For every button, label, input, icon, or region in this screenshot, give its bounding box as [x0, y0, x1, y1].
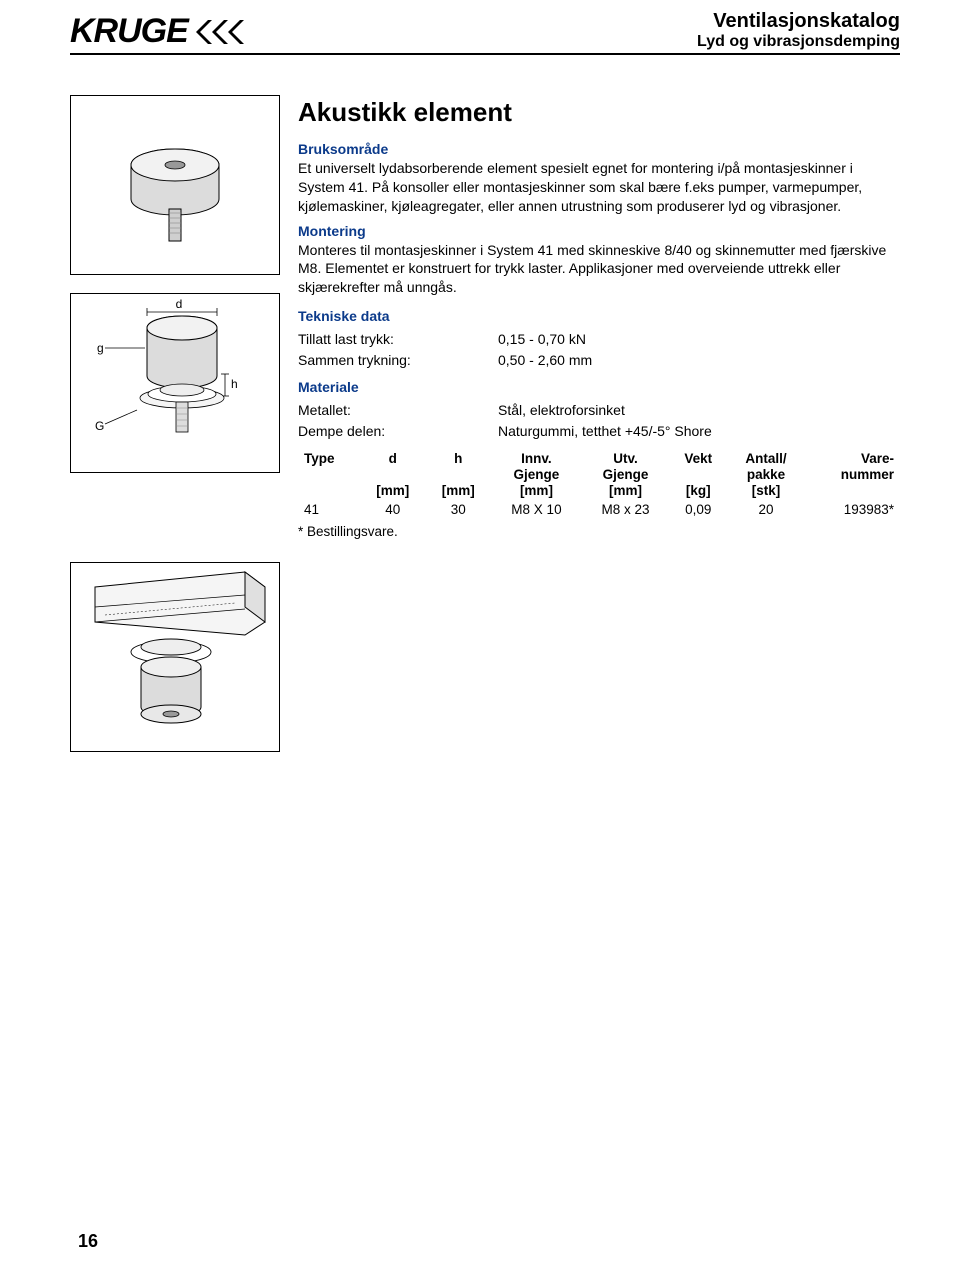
page-header: KRUGE Ventilasjonskatalog Lyd og vibrasj…: [0, 0, 960, 53]
logo-chevrons-icon: [194, 18, 250, 46]
th-h: h: [426, 451, 492, 483]
content-row: d g h G: [0, 55, 960, 542]
unit-d: [mm]: [360, 483, 426, 499]
unit-antall: [stk]: [727, 483, 805, 499]
product-title: Akustikk element: [298, 95, 900, 130]
th-vare: Vare- nummer: [805, 451, 900, 483]
table-footnote: * Bestillingsvare.: [298, 523, 900, 541]
dim-g-label: g: [97, 341, 104, 355]
dim-h-label: h: [231, 377, 238, 391]
th-innv: Innv. Gjenge: [491, 451, 582, 483]
page-number: 16: [78, 1231, 98, 1252]
montering-heading: Montering: [298, 222, 900, 241]
product-dimension-drawing: d g h G: [70, 293, 280, 473]
tekniske-data-heading: Tekniske data: [298, 307, 900, 326]
cell-vekt: 0,09: [669, 499, 727, 521]
th-utv: Utv. Gjenge: [582, 451, 669, 483]
product-illustration-top: [70, 95, 280, 275]
dim-G-label: G: [95, 419, 104, 433]
metallet-value: Stål, elektroforsinket: [498, 401, 900, 420]
dempe-value: Naturgummi, tetthet +45/-5° Shore: [498, 422, 900, 441]
product-illustration-rail: [70, 562, 280, 752]
tillatt-label: Tillatt last trykk:: [298, 330, 498, 349]
catalog-subtitle: Lyd og vibrasjonsdemping: [697, 33, 900, 51]
tillatt-value: 0,15 - 0,70 kN: [498, 330, 900, 349]
sammen-label: Sammen trykning:: [298, 351, 498, 370]
table-row: 41 40 30 M8 X 10 M8 x 23 0,09 20 193983*: [298, 499, 900, 521]
unit-innv: [mm]: [491, 483, 582, 499]
metallet-label: Metallet:: [298, 401, 498, 420]
sammen-value: 0,50 - 2,60 mm: [498, 351, 900, 370]
spec-grid-load: Tillatt last trykk: 0,15 - 0,70 kN Samme…: [298, 330, 900, 370]
cell-utv: M8 x 23: [582, 499, 669, 521]
left-column: d g h G: [70, 95, 280, 542]
cell-type: 41: [298, 499, 360, 521]
montering-text: Monteres til montasjeskinner i System 41…: [298, 241, 900, 298]
cell-vare: 193983*: [805, 499, 900, 521]
th-vekt: Vekt: [669, 451, 727, 483]
bruksomrade-heading: Bruksområde: [298, 140, 900, 159]
catalog-title: Ventilasjonskatalog: [697, 10, 900, 33]
cell-innv: M8 X 10: [491, 499, 582, 521]
unit-vekt: [kg]: [669, 483, 727, 499]
right-column: Akustikk element Bruksområde Et universe…: [298, 95, 900, 542]
table-units-row: [mm] [mm] [mm] [mm] [kg] [stk]: [298, 483, 900, 499]
spec-grid-material: Metallet: Stål, elektroforsinket Dempe d…: [298, 401, 900, 441]
th-type: Type: [298, 451, 360, 483]
unit-h: [mm]: [426, 483, 492, 499]
unit-utv: [mm]: [582, 483, 669, 499]
cell-antall: 20: [727, 499, 805, 521]
th-d: d: [360, 451, 426, 483]
header-right: Ventilasjonskatalog Lyd og vibrasjonsdem…: [697, 10, 900, 51]
table-header-row: Type d h Innv. Gjenge Utv. Gjenge Vekt A…: [298, 451, 900, 483]
cell-h: 30: [426, 499, 492, 521]
cell-d: 40: [360, 499, 426, 521]
dempe-label: Dempe delen:: [298, 422, 498, 441]
data-table: Type d h Innv. Gjenge Utv. Gjenge Vekt A…: [298, 451, 900, 522]
dim-d-label: d: [176, 298, 183, 311]
th-antall: Antall/ pakke: [727, 451, 805, 483]
bruksomrade-text: Et universelt lydabsorberende element sp…: [298, 159, 900, 216]
materiale-heading: Materiale: [298, 378, 900, 397]
logo-text: KRUGE: [70, 12, 188, 51]
brand-logo: KRUGE: [70, 12, 250, 51]
